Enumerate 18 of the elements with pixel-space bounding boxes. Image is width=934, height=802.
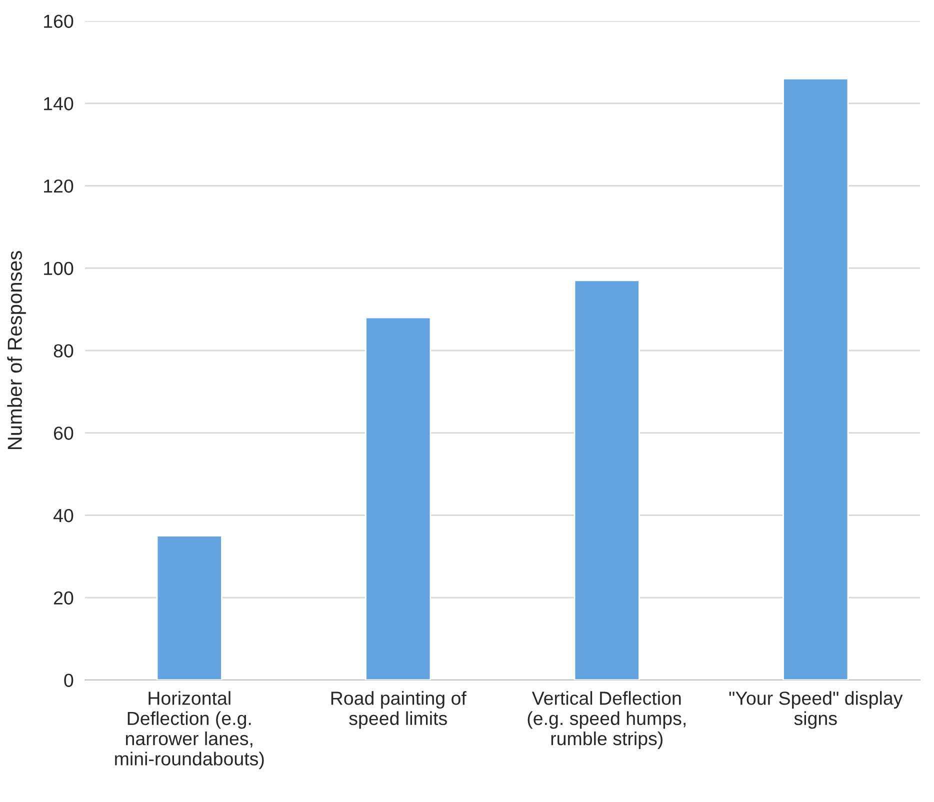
x-tick-label: Horizontal Deflection (e.g. narrower lanes, mini-roundabouts): [115, 691, 264, 770]
x-tick-label: Vertical Deflection (e.g. speed humps, rumble strips): [528, 691, 686, 749]
y-tick-label: 60: [54, 426, 74, 440]
bar: [782, 78, 849, 680]
x-tick-label: Road painting of speed limits: [331, 691, 466, 729]
y-axis-title: Number of Responses: [7, 251, 26, 450]
y-tick-label: 20: [54, 591, 74, 605]
y-tick-label: 100: [44, 262, 74, 276]
y-tick-label: 120: [44, 179, 74, 193]
bar: [156, 535, 222, 680]
y-tick-label: 140: [44, 97, 74, 110]
y-tick-label: 40: [53, 508, 74, 522]
bar: [574, 280, 640, 680]
y-tick-label: 80: [54, 344, 74, 358]
y-tick-label: 160: [44, 14, 74, 28]
y-tick-label: 0: [64, 674, 74, 687]
bar: [365, 316, 432, 680]
x-tick-label: "Your Speed" display signs: [729, 691, 903, 729]
